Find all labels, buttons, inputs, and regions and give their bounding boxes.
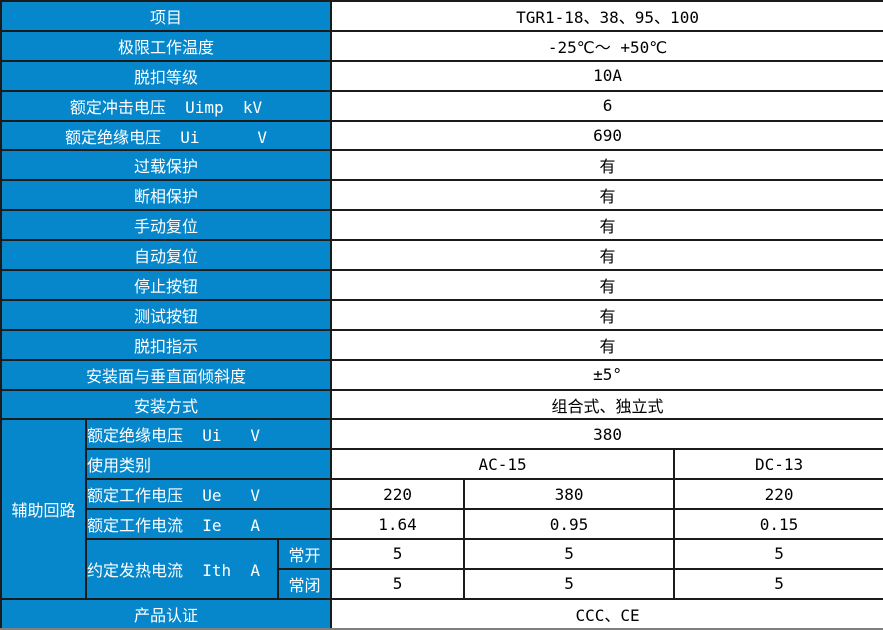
- row-label: 自动复位: [0, 239, 333, 272]
- table-row-impulse-voltage: 额定冲击电压 Uimp kV 6: [0, 89, 883, 122]
- aux-row-operational-voltage: 额定工作电压 Ue V 220 380 220: [1, 478, 883, 511]
- row-value: 有: [330, 179, 883, 212]
- table-row-manual-reset: 手动复位 有: [0, 209, 883, 242]
- aux-row-insulation-voltage: 辅助回路 额定绝缘电压 Ui V 380: [0, 418, 883, 600]
- table-row-overload-protection: 过载保护 有: [0, 149, 883, 182]
- row-label: 脱扣指示: [0, 328, 333, 361]
- aux-value-cell: 5: [463, 538, 676, 570]
- table-row-insulation-voltage: 额定绝缘电压 Ui V 690: [0, 119, 883, 152]
- row-label: 项目: [0, 0, 333, 32]
- row-value: ±5°: [330, 358, 883, 391]
- row-label: 产品认证: [0, 597, 333, 630]
- aux-value-cell: 5: [463, 567, 676, 600]
- row-value: 6: [330, 89, 883, 122]
- row-label: 过载保护: [0, 149, 333, 182]
- row-value: 有: [330, 239, 883, 272]
- row-label: 极限工作温度: [0, 29, 333, 62]
- row-value: 组合式、独立式: [330, 388, 883, 421]
- aux-value-cell: 5: [330, 538, 466, 570]
- table-row-certification: 产品认证 CCC、CE: [0, 597, 883, 630]
- aux-row-label: 约定发热电流 Ith A: [85, 538, 279, 600]
- row-value: 有: [330, 298, 883, 331]
- row-label: 安装方式: [0, 388, 333, 421]
- row-label: 停止按钮: [0, 269, 333, 301]
- aux-contact-nc-label: 常闭: [276, 567, 333, 600]
- row-label: 手动复位: [0, 209, 333, 242]
- aux-value-cell: 1.64: [330, 508, 466, 541]
- aux-category-ac: AC-15: [330, 448, 676, 481]
- table-row-trip-class: 脱扣等级 10A: [0, 59, 883, 92]
- row-label: 断相保护: [0, 179, 333, 212]
- table-row-stop-button: 停止按钮 有: [0, 269, 883, 301]
- row-value: CCC、CE: [330, 597, 883, 630]
- aux-value-cell: 5: [673, 538, 883, 570]
- aux-contact-no-label: 常开: [276, 538, 333, 570]
- row-label: 脱扣等级: [0, 59, 333, 92]
- aux-row-operational-current: 额定工作电流 Ie A 1.64 0.95 0.15: [1, 508, 883, 541]
- aux-row-thermal-current-nc: 常闭 5 5 5: [1, 567, 883, 600]
- row-value: 10A: [330, 59, 883, 92]
- aux-value-cell: 220: [330, 478, 466, 511]
- row-value: 690: [330, 119, 883, 152]
- row-label: 测试按钮: [0, 298, 333, 331]
- row-value: TGR1-18、38、95、100: [330, 0, 883, 32]
- aux-value-cell: 380: [463, 478, 676, 511]
- aux-value-cell: 0.15: [673, 508, 883, 541]
- aux-row-label: 额定工作电流 Ie A: [84, 508, 333, 541]
- table-row-test-button: 测试按钮 有: [0, 298, 883, 331]
- row-value: -25℃～ +50℃: [330, 29, 883, 62]
- aux-row-utilization-category: 使用类别 AC-15 DC-13: [1, 448, 883, 481]
- table-row-auto-reset: 自动复位 有: [0, 239, 883, 272]
- aux-value-cell: 5: [330, 567, 466, 600]
- row-label: 额定冲击电压 Uimp kV: [0, 89, 333, 122]
- aux-category-dc: DC-13: [673, 448, 883, 481]
- aux-row-label: 额定绝缘电压 Ui V: [84, 418, 333, 451]
- table-row-temperature: 极限工作温度 -25℃～ +50℃: [0, 29, 883, 62]
- aux-value-cell: 220: [673, 478, 883, 511]
- aux-row-label: 使用类别: [84, 448, 333, 481]
- row-label: 额定绝缘电压 Ui V: [0, 119, 333, 152]
- row-value: 有: [330, 209, 883, 242]
- aux-row-thermal-current-no: 约定发热电流 Ith A 常开 5 5 5: [1, 538, 883, 600]
- table-row-mounting-method: 安装方式 组合式、独立式: [0, 388, 883, 421]
- aux-row-value: 380: [330, 418, 883, 451]
- row-value: 有: [330, 328, 883, 361]
- table-row-trip-indication: 脱扣指示 有: [0, 328, 883, 361]
- row-label: 安装面与垂直面倾斜度: [0, 358, 333, 391]
- aux-row-label: 额定工作电压 Ue V: [84, 478, 333, 511]
- aux-value-cell: 5: [673, 567, 883, 600]
- aux-value-cell: 0.95: [463, 508, 676, 541]
- table-row-mounting-inclination: 安装面与垂直面倾斜度 ±5°: [0, 358, 883, 391]
- table-row-phase-failure-protection: 断相保护 有: [0, 179, 883, 212]
- row-value: 有: [330, 269, 883, 301]
- aux-group-label: 辅助回路: [0, 418, 87, 600]
- table-row-item: 项目 TGR1-18、38、95、100: [0, 0, 883, 32]
- row-value: 有: [330, 149, 883, 182]
